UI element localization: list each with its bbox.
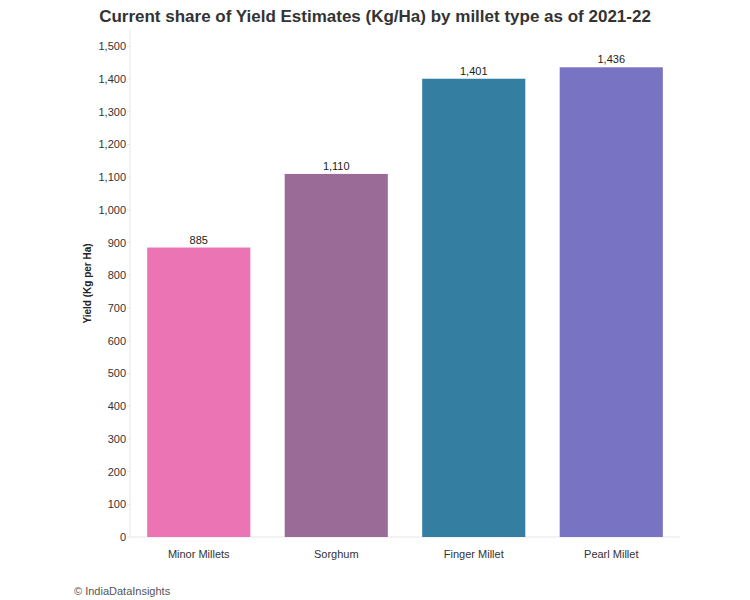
x-tick-label: Finger Millet [444, 548, 504, 560]
y-tick-label: 800 [108, 269, 126, 281]
y-axis-line [130, 30, 131, 537]
y-tick-label: 300 [108, 433, 126, 445]
chart: Current share of Yield Estimates (Kg/Ha)… [0, 0, 750, 600]
data-label: 1,436 [597, 53, 625, 65]
x-tick-label: Sorghum [314, 548, 359, 560]
y-tick [127, 111, 130, 112]
credit: © IndiaDataInsights [74, 585, 171, 597]
y-axis-label: Yield (Kg per Ha) [82, 243, 93, 323]
y-tick-label: 200 [108, 466, 126, 478]
data-label: 885 [190, 234, 208, 246]
y-tick-label: 1,100 [98, 171, 126, 183]
x-tick-label: Minor Millets [168, 548, 230, 560]
y-tick [127, 177, 130, 178]
y-tick [127, 340, 130, 341]
y-tick-label: 1,400 [98, 73, 126, 85]
y-tick [127, 242, 130, 243]
y-tick-label: 1,000 [98, 204, 126, 216]
y-tick [127, 504, 130, 505]
y-tick [127, 79, 130, 80]
y-tick [127, 438, 130, 439]
y-tick-label: 1,200 [98, 138, 126, 150]
y-tick-label: 400 [108, 400, 126, 412]
data-label: 1,110 [323, 160, 350, 172]
bar [422, 79, 525, 537]
bar [560, 67, 663, 537]
y-tick-label: 1,300 [98, 106, 126, 118]
title: Current share of Yield Estimates (Kg/Ha)… [99, 7, 651, 26]
y-tick [127, 406, 130, 407]
data-label: 1,401 [460, 65, 488, 77]
y-tick [127, 46, 130, 47]
y-tick [127, 144, 130, 145]
y-tick [127, 471, 130, 472]
y-tick-label: 1,500 [98, 40, 126, 52]
y-tick-label: 600 [108, 335, 126, 347]
y-tick [127, 308, 130, 309]
bar [147, 248, 250, 537]
y-tick-label: 900 [108, 237, 126, 249]
y-tick [127, 537, 130, 538]
y-tick [127, 275, 130, 276]
y-tick-label: 0 [120, 531, 126, 543]
bars [147, 67, 663, 537]
y-tick [127, 373, 130, 374]
y-tick-label: 500 [108, 367, 126, 379]
y-tick-label: 100 [108, 498, 126, 510]
bar [285, 174, 388, 537]
y-tick [127, 209, 130, 210]
x-tick-label: Pearl Millet [584, 548, 638, 560]
y-tick-label: 700 [108, 302, 126, 314]
